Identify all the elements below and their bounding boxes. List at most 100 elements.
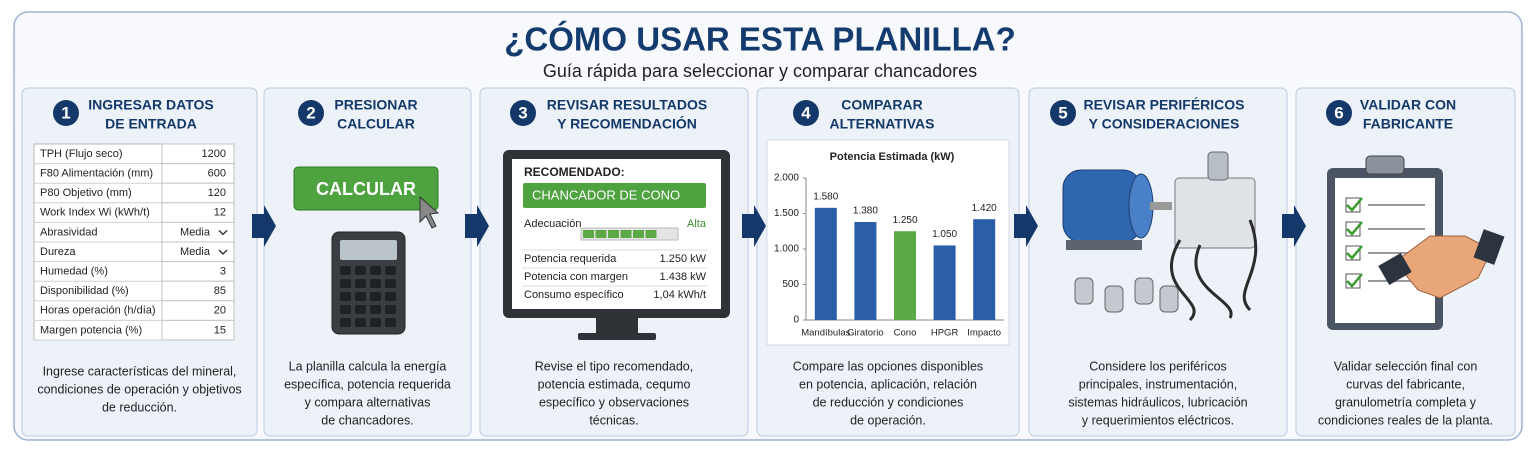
- table-label: Horas operación (h/día): [40, 305, 156, 317]
- table-label: Humedad (%): [40, 266, 108, 278]
- step-description: granulometría completa y: [1335, 395, 1477, 409]
- y-tick-label: 0: [793, 315, 799, 326]
- recommended-box: [523, 183, 706, 208]
- chart-title: Potencia Estimada (kW): [830, 151, 955, 163]
- step-description: de chancadores.: [321, 413, 413, 427]
- table-label: Disponibilidad (%): [40, 285, 129, 297]
- screen-heading: RECOMENDADO:: [524, 165, 625, 179]
- hydraulic-top: [1207, 151, 1229, 181]
- table-cell: [161, 319, 235, 341]
- calc-button: [293, 166, 439, 211]
- calculator-key: [370, 292, 381, 301]
- clipboard-clip: [1365, 155, 1405, 175]
- bar: [933, 245, 956, 320]
- chart-box: [766, 139, 1010, 346]
- table-label: Work Index Wi (kWh/t): [40, 207, 150, 219]
- value-label: 1.380: [853, 206, 878, 217]
- step-description: específica, potencia requerida: [284, 377, 451, 391]
- table-value: 600: [208, 168, 226, 180]
- arrow: [465, 205, 489, 247]
- motor-shaft: [1150, 202, 1172, 210]
- calculator-key: [355, 305, 366, 314]
- calculator-key: [370, 279, 381, 288]
- bar: [854, 222, 877, 320]
- calculator-key: [385, 279, 396, 288]
- result-value: 1,04 kWh/t: [653, 289, 706, 301]
- value-label: 1.050: [932, 229, 957, 240]
- table-value: 12: [214, 207, 226, 219]
- step-title: FABRICANTE: [1363, 116, 1453, 132]
- x-tick-label: Cono: [894, 328, 917, 339]
- result-label: Consumo específico: [524, 289, 624, 301]
- x-tick-label: Impacto: [967, 328, 1001, 339]
- step-description: condiciones de operación y objetivos: [37, 382, 241, 396]
- x-tick-label: Mandíbulas: [801, 328, 850, 339]
- instrument: [1104, 285, 1124, 313]
- arrow: [1014, 205, 1038, 247]
- table-value: Media: [180, 246, 211, 258]
- step-badge: [793, 100, 819, 126]
- step-title: REVISAR PERIFÉRICOS: [1083, 97, 1244, 113]
- calculator-key: [370, 318, 381, 327]
- step-number: 3: [518, 103, 527, 122]
- table-value: Media: [180, 226, 211, 238]
- y-tick-label: 1.500: [774, 208, 799, 219]
- table-value: 20: [214, 305, 226, 317]
- calculator-key: [340, 305, 351, 314]
- step-description: condiciones reales de la planta.: [1318, 413, 1493, 427]
- calculator-key: [340, 292, 351, 301]
- calculator-key: [340, 279, 351, 288]
- arrow: [252, 205, 276, 247]
- fit-segment: [620, 230, 632, 238]
- step-title: INGRESAR DATOS: [88, 97, 214, 113]
- calculator-key: [340, 318, 351, 327]
- result-value: 1.250 kW: [660, 253, 707, 265]
- step-number: 5: [1058, 103, 1067, 122]
- hydraulic-unit: [1174, 177, 1256, 249]
- monitor-base: [578, 333, 656, 340]
- calculator-screen: [340, 240, 397, 260]
- value-label: 1.250: [892, 215, 917, 226]
- checkmark: [1346, 221, 1363, 236]
- dropdown-chevron: [218, 229, 228, 236]
- fit-label: Adecuación: [524, 218, 582, 230]
- step-description: curvas del fabricante,: [1346, 377, 1465, 391]
- result-value: 1.438 kW: [660, 271, 707, 283]
- table-label: TPH (Flujo seco): [40, 148, 123, 160]
- calculator-key: [355, 318, 366, 327]
- calculator-key: [385, 266, 396, 275]
- x-tick-label: HPGR: [931, 328, 959, 339]
- calculator-key: [385, 318, 396, 327]
- step-description: en potencia, aplicación, relación: [799, 377, 977, 391]
- calculator-key: [385, 292, 396, 301]
- y-tick-label: 2.000: [774, 173, 799, 184]
- step-description: Considere los periféricos: [1089, 359, 1227, 373]
- step-badge: [510, 100, 536, 126]
- step-title: Y CONSIDERACIONES: [1089, 116, 1240, 132]
- step-description: potencia estimada, cequmo: [538, 377, 691, 391]
- table-value: 3: [220, 266, 226, 278]
- arrow: [742, 205, 766, 247]
- subtitle: Guía rápida para seleccionar y comparar …: [543, 61, 977, 81]
- step-description: Revise el tipo recomendado,: [535, 359, 693, 373]
- bar: [894, 231, 916, 320]
- table-label: Margen potencia (%): [40, 324, 142, 336]
- dropdown-chevron: [218, 249, 228, 255]
- calculator-key: [370, 266, 381, 275]
- step-description: y requerimientos eléctricos.: [1082, 413, 1234, 427]
- handshake: [1394, 235, 1493, 299]
- step-description: técnicas.: [589, 413, 638, 427]
- step-number: 4: [801, 103, 811, 122]
- calculator-key: [340, 266, 351, 275]
- result-label: Potencia con margen: [524, 271, 628, 283]
- cursor: [419, 195, 440, 229]
- step-title: DE ENTRADA: [105, 116, 197, 132]
- title: ¿CÓMO USAR ESTA PLANILLA?: [504, 21, 1015, 58]
- calculator-key: [355, 292, 366, 301]
- bar: [973, 219, 996, 320]
- table-value: 85: [214, 285, 226, 297]
- value-label: 1.580: [813, 191, 838, 202]
- step-description: La planilla calcula la energía: [289, 359, 447, 373]
- value-label: 1.420: [972, 203, 997, 214]
- step-description: Compare las opciones disponibles: [793, 359, 983, 373]
